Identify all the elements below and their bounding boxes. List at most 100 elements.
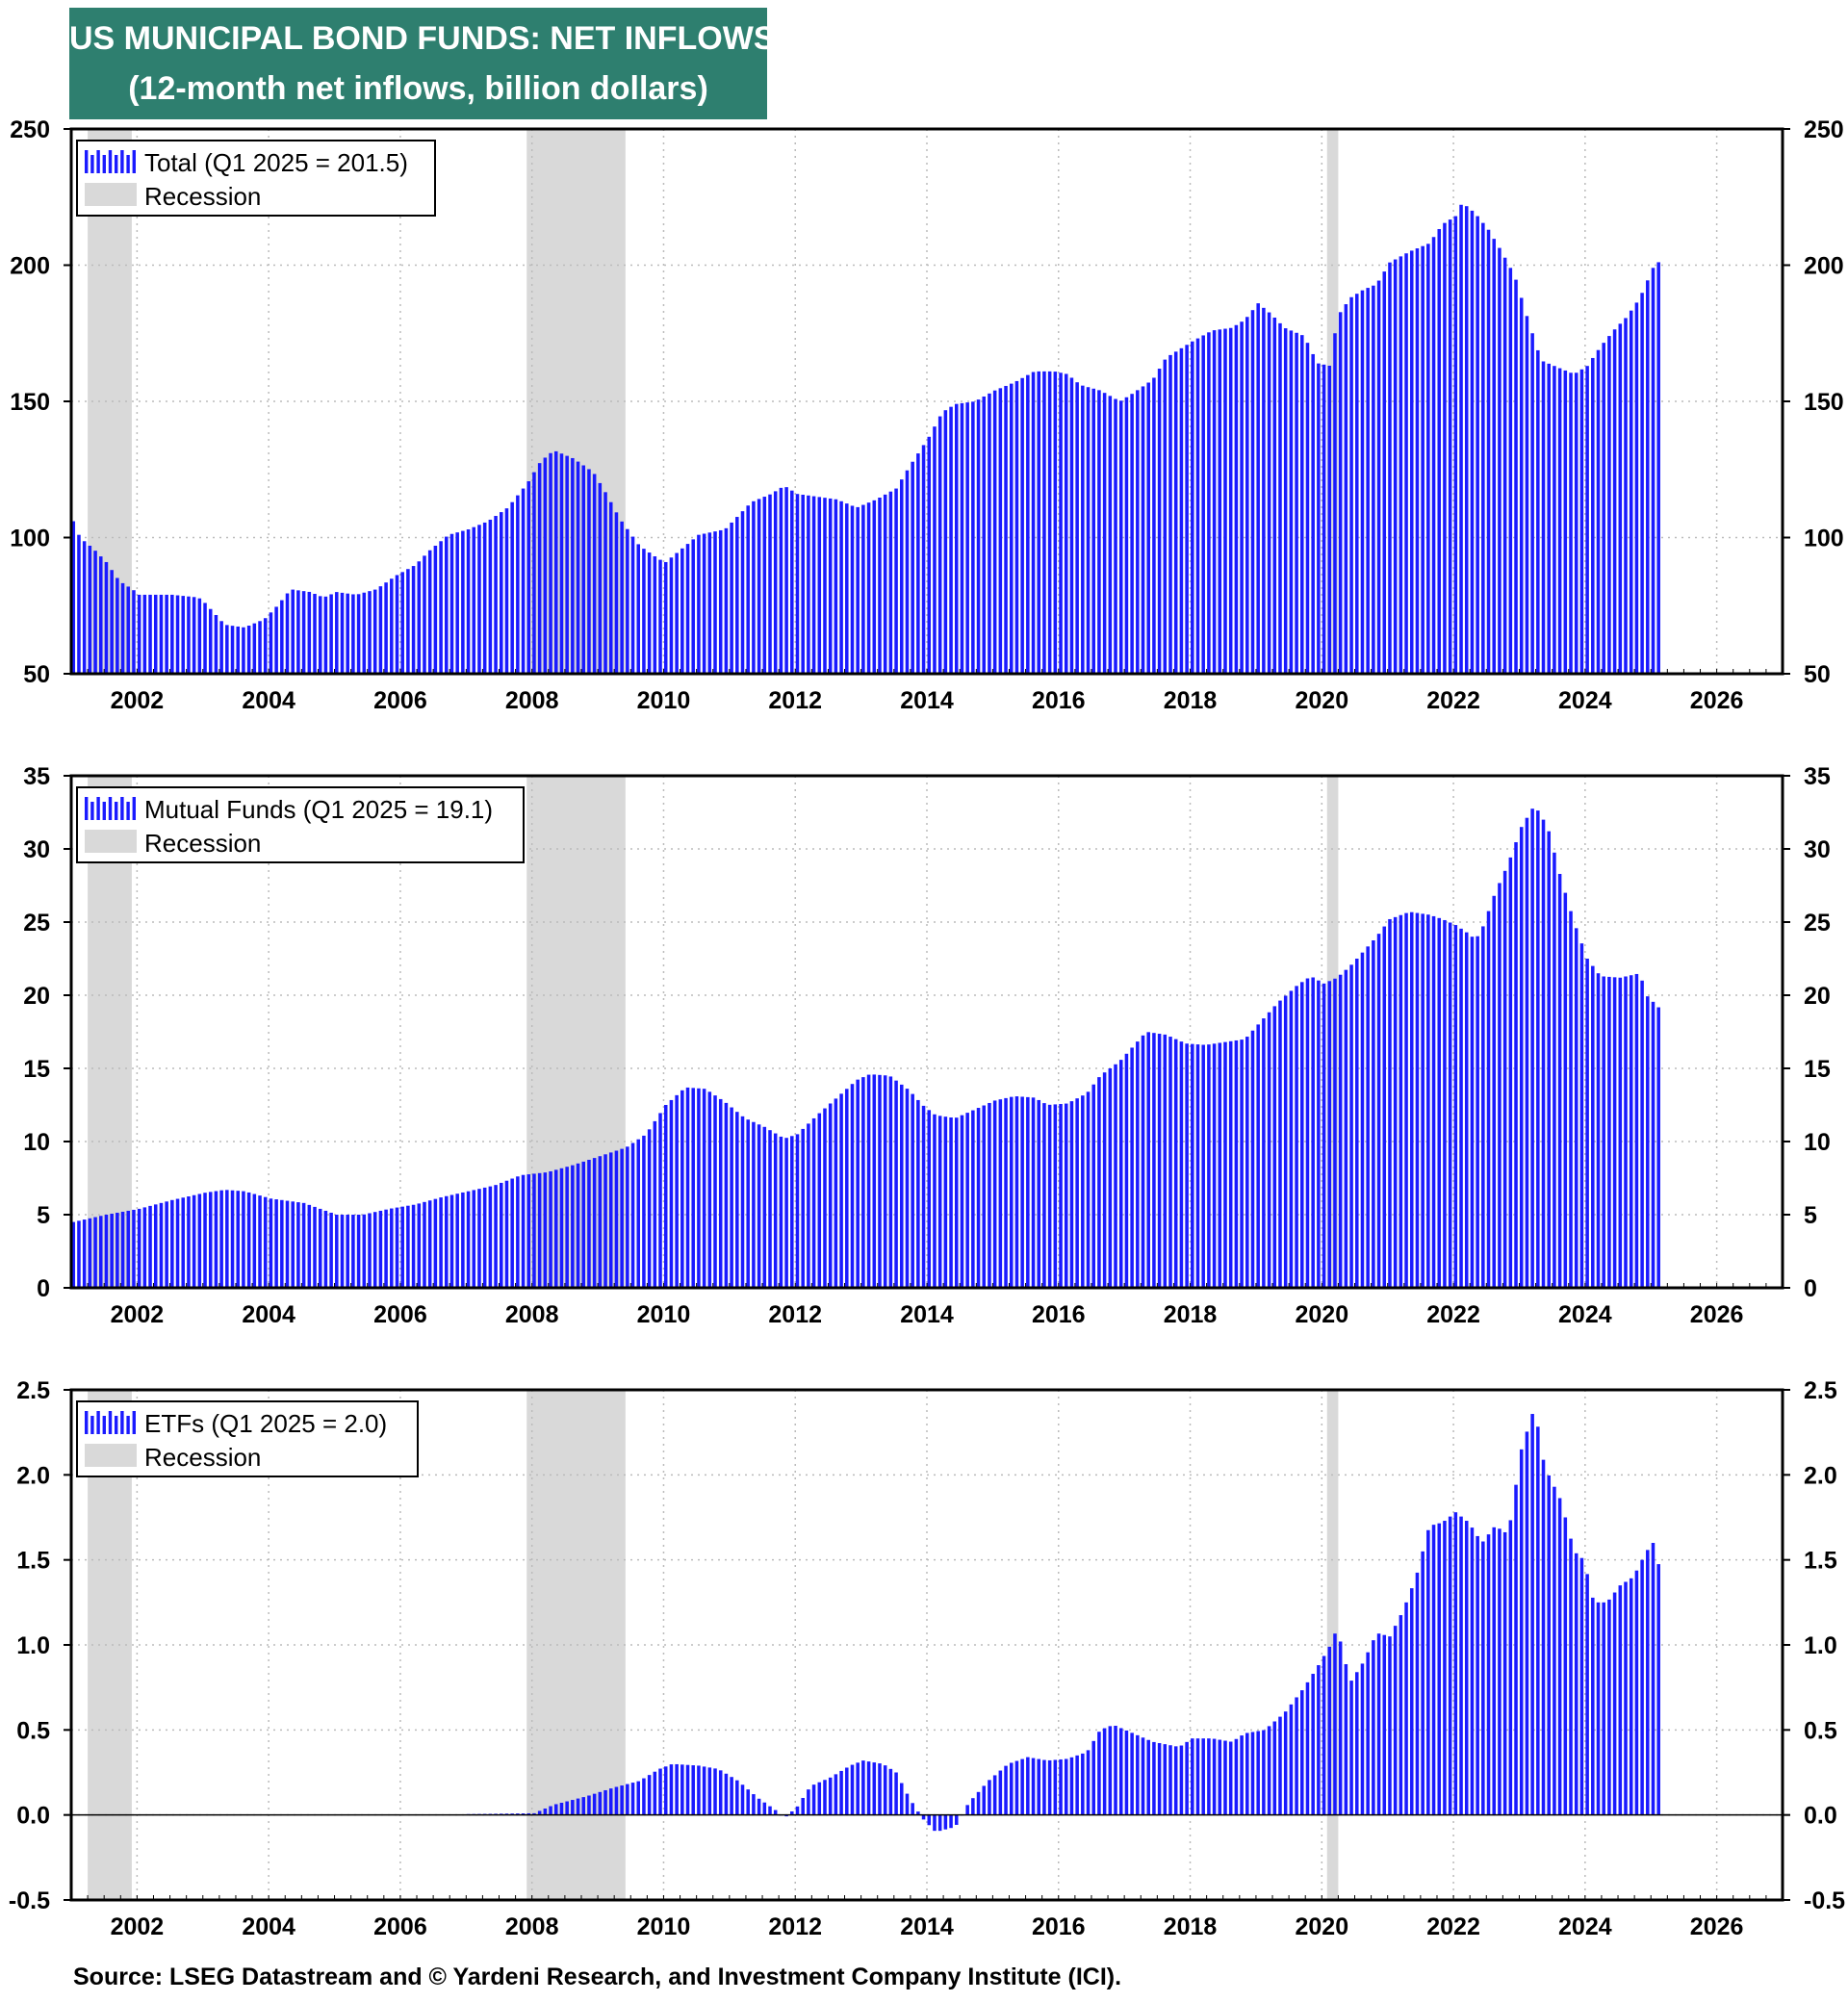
bar bbox=[878, 497, 882, 674]
bar bbox=[581, 1797, 586, 1815]
bar bbox=[187, 1196, 191, 1288]
bar bbox=[1646, 1550, 1650, 1815]
bar bbox=[730, 522, 733, 674]
bar bbox=[702, 533, 706, 674]
y-tick-label-right: 200 bbox=[1804, 253, 1844, 280]
bar bbox=[1399, 256, 1403, 674]
legend-swatch-bar bbox=[126, 155, 130, 173]
bar bbox=[1245, 1732, 1249, 1815]
bar bbox=[559, 1803, 564, 1815]
bar bbox=[488, 1186, 493, 1288]
bar bbox=[400, 572, 404, 674]
bar bbox=[301, 1202, 306, 1288]
bar bbox=[208, 1192, 213, 1288]
bar bbox=[828, 1103, 833, 1288]
bar bbox=[1047, 1104, 1052, 1288]
bar bbox=[603, 492, 607, 674]
bar bbox=[943, 1116, 948, 1288]
bar bbox=[423, 555, 426, 674]
bar bbox=[943, 1814, 948, 1830]
legend-box bbox=[76, 786, 525, 863]
bar bbox=[1481, 1541, 1485, 1815]
x-tick-label: 2006 bbox=[373, 687, 427, 714]
bar bbox=[1651, 268, 1656, 674]
bar bbox=[773, 1810, 778, 1815]
bar bbox=[1492, 895, 1497, 1288]
bar bbox=[1448, 1516, 1452, 1815]
bar bbox=[445, 1195, 449, 1288]
bar bbox=[1547, 1475, 1551, 1815]
bar bbox=[1146, 382, 1150, 674]
bar bbox=[1376, 1633, 1381, 1815]
bar bbox=[1305, 343, 1310, 674]
bar bbox=[900, 1084, 904, 1288]
bar bbox=[1064, 1103, 1068, 1288]
bar bbox=[883, 1075, 887, 1288]
bar bbox=[500, 512, 503, 674]
y-tick-label-right: 1.0 bbox=[1804, 1632, 1837, 1659]
bar bbox=[93, 551, 97, 674]
bar bbox=[1541, 1459, 1546, 1815]
bar bbox=[242, 627, 245, 674]
bar bbox=[1525, 316, 1529, 674]
bar bbox=[1031, 372, 1036, 674]
legend-swatch-recession bbox=[85, 1444, 137, 1467]
bar bbox=[1536, 349, 1540, 674]
y-tick-label-left: 25 bbox=[23, 910, 50, 937]
bar bbox=[521, 488, 526, 674]
bar bbox=[900, 1783, 904, 1815]
bar bbox=[372, 589, 377, 674]
bar bbox=[494, 1185, 498, 1288]
bar bbox=[214, 614, 218, 674]
bar bbox=[1333, 1633, 1337, 1815]
bar bbox=[1179, 347, 1184, 674]
bar bbox=[620, 1148, 624, 1288]
bar bbox=[1481, 926, 1485, 1288]
y-tick-label-left: 0 bbox=[37, 1275, 50, 1302]
bar bbox=[702, 1089, 706, 1288]
bar bbox=[1212, 330, 1217, 674]
bar bbox=[165, 1201, 168, 1288]
y-tick-label-left: 200 bbox=[10, 253, 50, 280]
bar bbox=[817, 497, 822, 674]
bar bbox=[663, 1105, 668, 1288]
bar bbox=[811, 496, 816, 674]
bar bbox=[77, 534, 81, 674]
bar bbox=[675, 1763, 679, 1815]
bar bbox=[1114, 1064, 1117, 1288]
bar bbox=[1607, 1599, 1611, 1815]
bar bbox=[1618, 1585, 1623, 1815]
bar bbox=[225, 625, 229, 674]
bar bbox=[768, 1130, 772, 1288]
bar bbox=[1283, 1711, 1288, 1815]
bar bbox=[691, 1088, 695, 1288]
y-tick-label-left: 5 bbox=[37, 1202, 50, 1229]
bar bbox=[1376, 934, 1381, 1288]
bar bbox=[559, 453, 564, 674]
bar bbox=[872, 1074, 877, 1288]
bar bbox=[1498, 883, 1502, 1288]
panel-3: -0.5 -0.5 0.0 0.0 0.5 0.5 1.0 1.0 1.5 1.5 2.0 2.0 2.… bbox=[9, 1377, 1845, 1940]
bar bbox=[1372, 940, 1375, 1288]
bar bbox=[1448, 219, 1452, 674]
bar bbox=[1300, 1690, 1304, 1815]
bar bbox=[1338, 974, 1343, 1288]
bar bbox=[1547, 363, 1551, 674]
bar bbox=[269, 1198, 273, 1288]
bar bbox=[439, 541, 443, 674]
bar bbox=[933, 426, 937, 674]
x-tick-label: 2002 bbox=[111, 687, 165, 714]
bar bbox=[976, 1108, 981, 1288]
bar bbox=[1305, 978, 1310, 1288]
x-tick-label: 2022 bbox=[1426, 1913, 1480, 1940]
bar bbox=[1031, 1097, 1036, 1288]
bar bbox=[905, 1089, 910, 1288]
bar bbox=[1317, 363, 1321, 674]
bar bbox=[203, 1193, 207, 1288]
bar bbox=[553, 1169, 558, 1288]
bar bbox=[982, 1105, 987, 1288]
bar bbox=[1218, 1042, 1222, 1288]
bar bbox=[307, 1204, 312, 1288]
bar bbox=[82, 1219, 87, 1288]
